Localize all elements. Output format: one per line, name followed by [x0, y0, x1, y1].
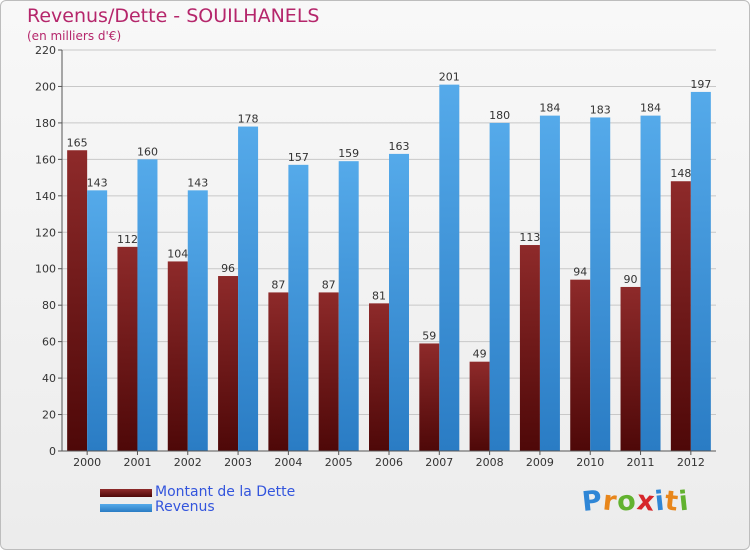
- legend-swatch-debt: [100, 489, 152, 497]
- data-label-debt: 113: [519, 231, 540, 244]
- bar-revenus: [439, 84, 460, 451]
- y-tick-label: 40: [42, 372, 56, 385]
- legend-label-revenus: Revenus: [155, 499, 215, 515]
- bar-debt: [167, 261, 188, 451]
- bar-revenus: [590, 117, 611, 451]
- data-label-debt: 90: [624, 273, 638, 286]
- bar-revenus: [640, 115, 661, 452]
- bar-revenus: [87, 190, 108, 451]
- data-label-revenus: 160: [137, 145, 158, 158]
- x-tick-label: 2004: [274, 456, 302, 469]
- data-label-debt: 94: [573, 266, 587, 279]
- x-tick-label: 2005: [325, 456, 353, 469]
- x-tick-label: 2003: [224, 456, 252, 469]
- x-tick-label: 2002: [174, 456, 202, 469]
- bars: [67, 84, 711, 452]
- bar-debt: [218, 276, 239, 451]
- y-tick-label: 220: [35, 44, 56, 57]
- x-tick-label: 2009: [526, 456, 554, 469]
- y-tick-label: 120: [35, 226, 56, 239]
- y-tick-label: 200: [35, 80, 56, 93]
- bar-debt: [318, 292, 339, 451]
- data-label-revenus: 183: [590, 103, 611, 116]
- legend-label-debt: Montant de la Dette: [155, 484, 296, 500]
- bar-debt: [670, 181, 691, 451]
- bar-revenus: [187, 190, 208, 451]
- data-label-revenus: 184: [539, 102, 560, 115]
- y-tick-label: 140: [35, 190, 56, 203]
- y-tick-label: 80: [42, 299, 56, 312]
- chart-subtitle: (en milliers d'€): [27, 29, 122, 43]
- y-tick-label: 20: [42, 409, 56, 422]
- y-tick-label: 0: [49, 445, 56, 458]
- data-label-revenus: 163: [389, 140, 410, 153]
- data-label-revenus: 143: [187, 176, 208, 189]
- x-tick-labels: 2000 2001 2002 2003 2004 2005 2006 2007 2008 2009…: [73, 456, 705, 469]
- x-tick-label: 2008: [476, 456, 504, 469]
- bar-debt: [67, 150, 88, 451]
- data-label-revenus: 184: [640, 102, 661, 115]
- data-label-revenus: 201: [439, 71, 460, 84]
- bar-revenus: [690, 91, 711, 451]
- bar-debt: [519, 245, 540, 451]
- axes: [58, 49, 716, 455]
- data-label-revenus: 159: [338, 147, 359, 160]
- bar-debt: [369, 303, 389, 451]
- bar-revenus: [288, 164, 309, 451]
- x-tick-label: 2007: [425, 456, 453, 469]
- data-label-debt: 49: [473, 348, 487, 361]
- bar-debt: [469, 361, 490, 451]
- data-label-debt: 87: [271, 278, 285, 291]
- x-tick-label: 2001: [123, 456, 151, 469]
- bar-revenus: [137, 159, 158, 451]
- y-tick-label: 60: [42, 336, 56, 349]
- y-tick-label: 100: [35, 263, 56, 276]
- bar-debt: [268, 292, 289, 451]
- bar-debt: [620, 286, 641, 451]
- proxiti-logo: Proxiti: [580, 485, 692, 518]
- bar-debt: [419, 343, 440, 451]
- chart-title: Revenus/Dette - SOUILHANELS: [27, 5, 320, 27]
- data-label-revenus: 157: [288, 151, 309, 164]
- x-tick-label: 2006: [375, 456, 403, 469]
- data-label-debt: 104: [167, 247, 188, 260]
- data-label-revenus: 180: [489, 109, 510, 122]
- y-tick-labels: 0 20 40 60 80 100 120 140 160 180 200 220: [35, 44, 56, 458]
- data-label-revenus: 178: [238, 113, 259, 126]
- bar-revenus: [489, 122, 510, 451]
- bar-revenus: [338, 161, 359, 451]
- data-labels: 165 143 112 160 104 143 96 178 87 157 87 159 81 163 59…: [67, 71, 712, 361]
- x-tick-label: 2010: [576, 456, 604, 469]
- data-label-revenus: 143: [87, 176, 108, 189]
- data-label-debt: 87: [322, 278, 336, 291]
- data-label-debt: 81: [372, 289, 386, 302]
- data-label-debt: 59: [422, 329, 436, 342]
- data-label-debt: 112: [117, 233, 138, 246]
- x-tick-label: 2011: [627, 456, 655, 469]
- bar-debt: [117, 246, 138, 451]
- y-tick-label: 160: [35, 153, 56, 166]
- x-tick-label: 2000: [73, 456, 101, 469]
- x-tick-label: 2012: [677, 456, 705, 469]
- bar-revenus: [389, 153, 409, 452]
- bar-revenus: [539, 115, 560, 452]
- data-label-debt: 165: [67, 136, 88, 149]
- logo-letter: i: [677, 485, 692, 518]
- data-label-debt: 96: [221, 262, 235, 275]
- bar-debt: [570, 279, 591, 451]
- legend-swatch-revenus: [100, 504, 152, 512]
- data-label-revenus: 197: [690, 78, 711, 91]
- data-label-debt: 148: [670, 167, 691, 180]
- y-tick-label: 180: [35, 117, 56, 130]
- bar-revenus: [238, 126, 259, 452]
